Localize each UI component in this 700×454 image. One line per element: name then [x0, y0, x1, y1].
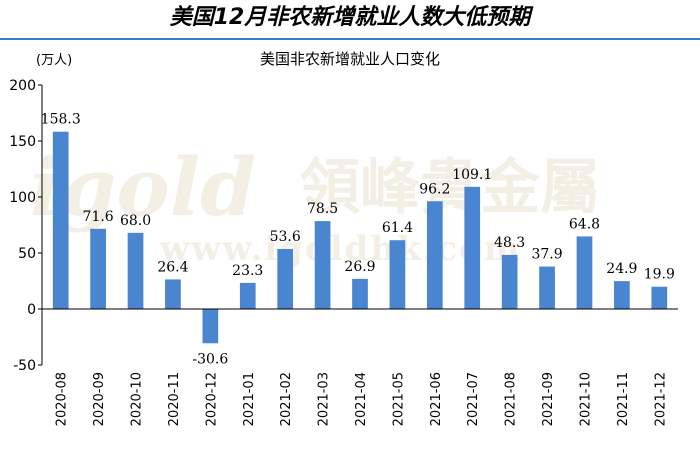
x-tick-label-2020-10: 2020-10	[130, 372, 145, 426]
value-label-2021-03: 78.5	[307, 201, 338, 217]
y-tick-label: -50	[13, 358, 36, 374]
value-label-2021-10: 64.8	[569, 216, 600, 232]
x-tick-label-2020-08: 2020-08	[55, 372, 70, 426]
y-tick-label: 150	[9, 134, 36, 150]
y-tick-label: 200	[9, 78, 36, 94]
value-label-2021-07: 109.1	[452, 167, 492, 183]
x-tick-label-2021-12: 2021-12	[653, 372, 668, 426]
x-tick-label-2021-11: 2021-11	[616, 372, 631, 426]
bar-2021-12	[651, 286, 668, 309]
x-tick-label-2020-11: 2020-11	[167, 372, 182, 426]
x-tick-label-2021-01: 2021-01	[242, 372, 257, 426]
y-tick-label: 0	[27, 302, 36, 318]
value-label-2021-11: 24.9	[606, 261, 637, 277]
value-label-2020-11: 26.4	[157, 259, 188, 275]
value-label-2021-05: 61.4	[382, 220, 413, 236]
bar-2020-08	[52, 131, 69, 309]
y-tick-label: 50	[18, 246, 36, 262]
x-tick-label-2021-03: 2021-03	[317, 372, 332, 426]
value-label-2020-09: 71.6	[83, 209, 114, 225]
watermark-url: www.igoldhk.com	[159, 229, 522, 269]
bar-2020-10	[127, 232, 144, 309]
bar-2021-05	[389, 240, 406, 309]
value-label-2020-12: -30.6	[192, 351, 228, 367]
value-label-2021-08: 48.3	[494, 235, 525, 251]
bar-2021-01	[239, 282, 256, 309]
bar-2021-06	[426, 201, 443, 309]
watermark-chinese: 領峰貴金屬	[300, 153, 600, 223]
bar-2021-11	[614, 281, 630, 309]
bar-2021-07	[464, 186, 481, 309]
bar-2021-09	[539, 266, 555, 309]
x-tick-label-2021-02: 2021-02	[279, 372, 294, 426]
bar-2020-11	[165, 279, 181, 309]
value-label-2020-10: 68.0	[120, 213, 151, 229]
value-label-2020-08: 158.3	[41, 112, 81, 128]
headline-rule	[0, 38, 700, 40]
value-label-2021-04: 26.9	[344, 259, 375, 275]
value-label-2021-09: 37.9	[531, 247, 562, 263]
x-tick-label-2021-04: 2021-04	[354, 372, 369, 426]
x-tick-label-2021-10: 2021-10	[578, 372, 593, 426]
x-tick-label-2021-09: 2021-09	[541, 372, 556, 426]
value-label-2021-06: 96.2	[419, 181, 450, 197]
bar-2020-09	[90, 228, 106, 309]
x-tick-label-2020-09: 2020-09	[92, 372, 107, 426]
bar-2021-02	[277, 248, 294, 309]
x-tick-label-2021-08: 2021-08	[504, 372, 519, 426]
bar-2021-03	[314, 221, 331, 309]
x-tick-label-2020-12: 2020-12	[204, 372, 219, 426]
headline-title: 美国12月非农新增就业人数大低预期	[169, 5, 531, 30]
bar-2021-08	[501, 254, 518, 309]
x-tick-label-2021-06: 2021-06	[429, 372, 444, 426]
value-label-2021-01: 23.3	[232, 263, 263, 279]
bar-2021-10	[576, 236, 593, 309]
y-axis-unit-label: (万人)	[36, 53, 72, 68]
bar-2021-04	[352, 278, 368, 309]
bar-2020-12	[202, 309, 219, 344]
x-tick-label-2021-07: 2021-07	[466, 372, 481, 426]
x-tick-label-2021-05: 2021-05	[391, 372, 406, 426]
value-label-2021-02: 53.6	[270, 229, 301, 245]
chart-title: 美国非农新增就业人口变化	[260, 50, 440, 68]
value-label-2021-12: 19.9	[644, 267, 675, 283]
y-tick-label: 100	[9, 190, 36, 206]
bar-chart: igold 領峰貴金屬 www.igoldhk.com 美国非农新增就业人口变化…	[9, 50, 678, 426]
